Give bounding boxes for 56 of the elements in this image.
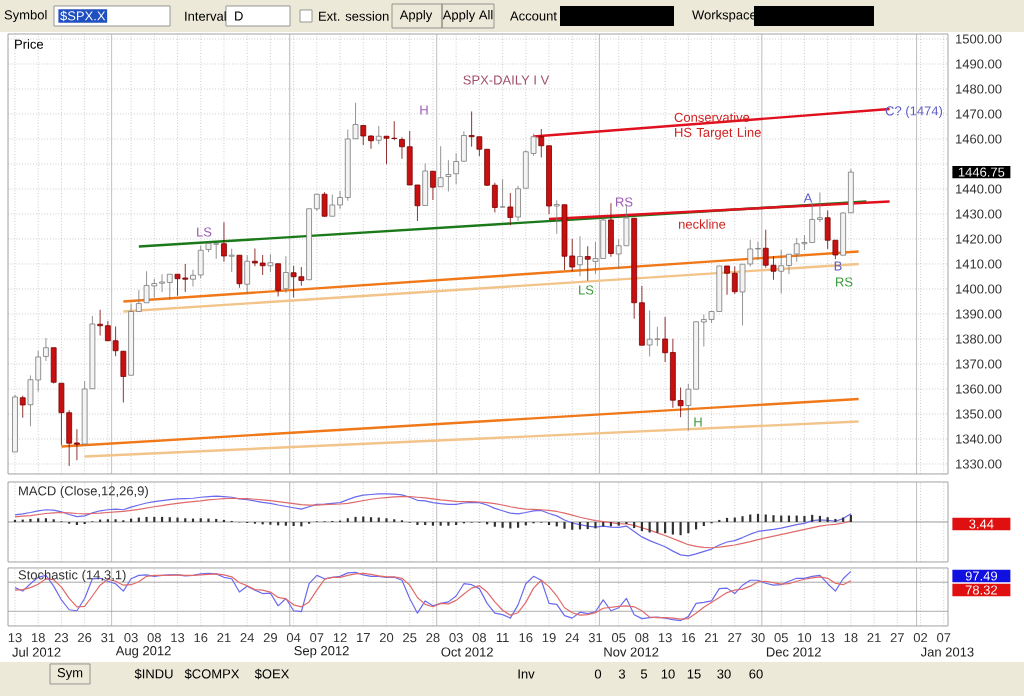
candlestick bbox=[553, 199, 560, 235]
candlestick bbox=[468, 111, 475, 148]
candlestick bbox=[298, 266, 305, 287]
candlestick bbox=[445, 159, 452, 192]
candlestick bbox=[151, 278, 158, 298]
candlestick bbox=[608, 202, 614, 258]
candlestick bbox=[600, 217, 607, 259]
candlestick bbox=[143, 270, 150, 304]
candlestick bbox=[646, 310, 653, 357]
candlestick bbox=[430, 170, 436, 201]
candlestick bbox=[824, 210, 831, 250]
candlestick bbox=[58, 382, 65, 446]
candlestick bbox=[213, 243, 220, 260]
candlestick bbox=[731, 266, 738, 295]
candlestick bbox=[716, 265, 723, 312]
candlestick bbox=[244, 254, 251, 295]
candlestick bbox=[50, 347, 57, 384]
candlestick bbox=[321, 191, 328, 218]
candlestick bbox=[383, 135, 390, 165]
candlestick bbox=[623, 205, 630, 247]
candlestick bbox=[236, 254, 243, 289]
candlestick bbox=[275, 263, 282, 297]
candlestick bbox=[762, 229, 769, 269]
candlestick bbox=[499, 178, 506, 208]
candlestick bbox=[584, 245, 591, 282]
candlestick bbox=[422, 163, 429, 206]
candlestick bbox=[267, 253, 274, 273]
candlestick bbox=[228, 248, 235, 273]
candlestick bbox=[577, 235, 583, 277]
candlestick bbox=[375, 125, 382, 145]
candlestick bbox=[112, 326, 119, 357]
candlestick bbox=[507, 192, 514, 226]
candlestick bbox=[182, 263, 189, 293]
candlestick bbox=[793, 237, 800, 263]
candlestick bbox=[437, 145, 444, 188]
candlestick bbox=[19, 395, 26, 419]
candlestick bbox=[809, 202, 816, 243]
candlestick bbox=[283, 255, 289, 294]
candlestick bbox=[252, 248, 258, 267]
candlestick bbox=[329, 194, 336, 217]
candlestick bbox=[259, 254, 266, 276]
candlestick bbox=[197, 245, 204, 279]
candlestick bbox=[159, 273, 165, 293]
candlestick bbox=[669, 338, 676, 409]
candlestick bbox=[166, 273, 173, 301]
candlestick bbox=[755, 241, 761, 261]
candlestick bbox=[778, 249, 785, 294]
candlestick bbox=[97, 309, 103, 336]
candlestick bbox=[174, 273, 181, 297]
candlestick bbox=[391, 120, 398, 141]
candlestick bbox=[290, 265, 297, 298]
candlestick bbox=[724, 265, 730, 296]
candlestick bbox=[120, 350, 127, 403]
candlestick bbox=[221, 221, 227, 263]
candlestick bbox=[654, 326, 661, 347]
candlestick bbox=[770, 255, 777, 281]
